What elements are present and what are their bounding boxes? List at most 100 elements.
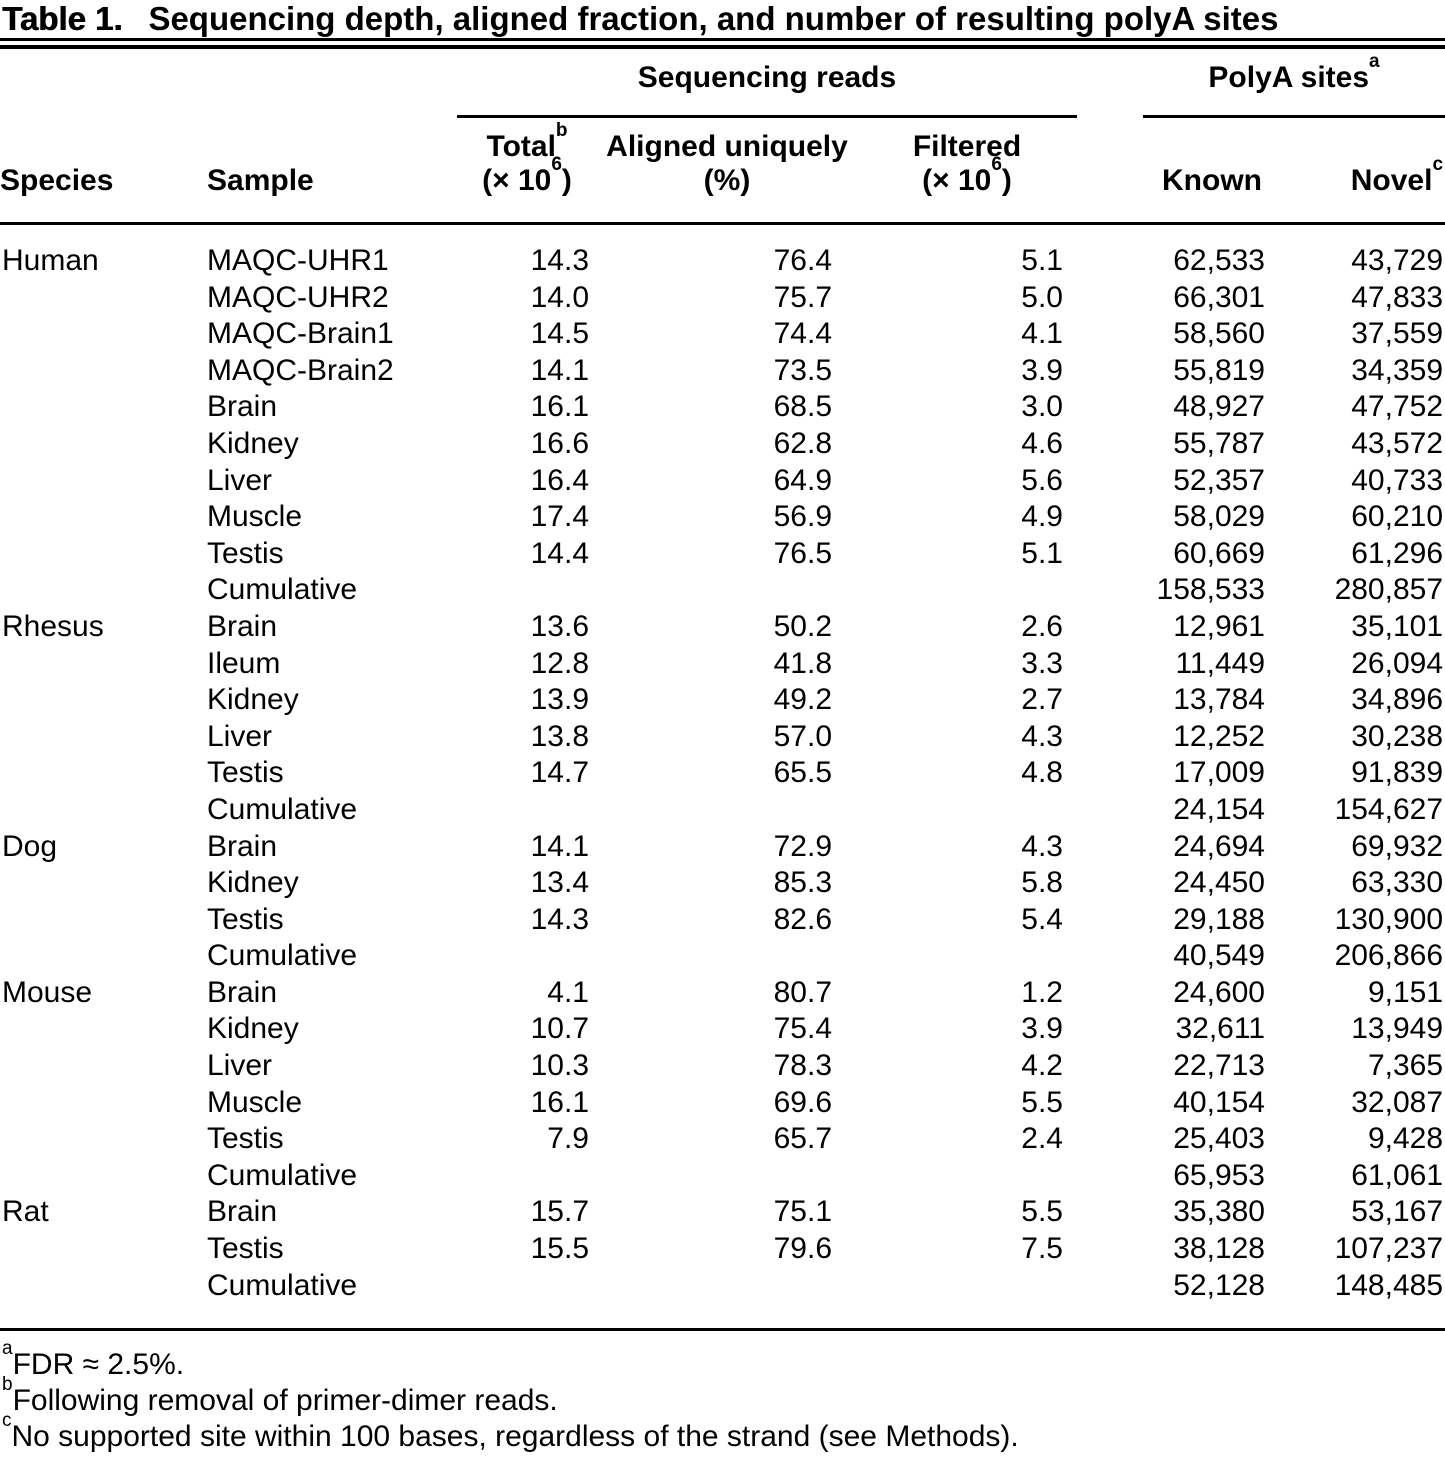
- table-row: Kidney 16.6 62.8 4.6 55,787 43,572: [0, 426, 1445, 463]
- known-cell: 25,403: [1173, 1122, 1265, 1156]
- total-cell: 17.4: [530, 500, 589, 534]
- total-cell: [457, 572, 597, 609]
- filtered-cell: [857, 1158, 1077, 1195]
- novel-cell: 60,210: [1351, 500, 1444, 534]
- column-header-total: Totalb (× 106): [457, 118, 597, 225]
- species-cell: [0, 1158, 207, 1195]
- sample-cell: Muscle: [207, 1085, 303, 1119]
- aligned-cell: 75.4: [773, 1012, 832, 1046]
- sample-cell: Testis: [207, 1232, 284, 1266]
- filtered-cell: 4.6: [1021, 426, 1063, 460]
- total-cell: 16.1: [530, 390, 589, 424]
- table-row: Kidney 13.9 49.2 2.7 13,784 34,896: [0, 682, 1445, 719]
- filtered-cell: 5.1: [1021, 536, 1063, 570]
- aligned-cell: 65.7: [773, 1122, 832, 1156]
- novel-cell: 63,330: [1351, 866, 1444, 900]
- sample-cell: Brain: [207, 975, 278, 1009]
- total-cell: 7.9: [547, 1122, 589, 1156]
- table-row: Rhesus Brain 13.6 50.2 2.6 12,961 35,101: [0, 609, 1445, 646]
- known-cell: 66,301: [1173, 280, 1265, 314]
- known-cell: 38,128: [1173, 1232, 1265, 1266]
- table-row: Muscle 16.1 69.6 5.5 40,154 32,087: [0, 1085, 1445, 1122]
- filtered-cell: 5.6: [1021, 463, 1063, 497]
- filtered-cell: 3.9: [1021, 353, 1063, 387]
- filtered-cell: 4.2: [1021, 1049, 1063, 1083]
- table-row: Testis 15.5 79.6 7.5 38,128 107,237: [0, 1231, 1445, 1268]
- sample-cell: Testis: [207, 1122, 284, 1156]
- known-cell: 58,560: [1173, 317, 1265, 351]
- table-row: Liver 13.8 57.0 4.3 12,252 30,238: [0, 719, 1445, 756]
- table-row: Testis 14.3 82.6 5.4 29,188 130,900: [0, 902, 1445, 939]
- table-row: Human MAQC-UHR1 14.3 76.4 5.1 62,533 43,729: [0, 224, 1445, 280]
- data-table: Sequencing reads PolyA sitesa Species Sa…: [0, 49, 1445, 1304]
- known-cell: 24,694: [1173, 829, 1265, 863]
- table-row: Kidney 13.4 85.3 5.8 24,450 63,330: [0, 865, 1445, 902]
- table-row: Cumulative 65,953 61,061: [0, 1158, 1445, 1195]
- species-cell: [0, 1268, 207, 1305]
- species-cell: Rat: [2, 1195, 49, 1229]
- filtered-cell: 3.3: [1021, 646, 1063, 680]
- known-cell: 52,357: [1173, 463, 1265, 497]
- known-cell: 22,713: [1173, 1049, 1265, 1083]
- known-cell: 12,961: [1173, 609, 1265, 643]
- table-row: Testis 14.4 76.5 5.1 60,669 61,296: [0, 536, 1445, 573]
- known-cell: 13,784: [1173, 683, 1265, 717]
- filtered-cell: [857, 1268, 1077, 1305]
- sample-cell: Testis: [207, 536, 284, 570]
- sample-cell: Cumulative: [207, 792, 358, 826]
- total-cell: 16.6: [530, 426, 589, 460]
- species-cell: [0, 1231, 207, 1268]
- footnote-a-marker: a: [2, 1337, 13, 1359]
- sample-cell: Cumulative: [207, 573, 358, 607]
- footnote-c-marker: c: [2, 1409, 12, 1431]
- total-cell: 14.3: [530, 244, 589, 277]
- table-row: Brain 16.1 68.5 3.0 48,927 47,752: [0, 389, 1445, 426]
- species-cell: [0, 1048, 207, 1085]
- total-cell: 10.3: [530, 1049, 589, 1083]
- sample-cell: MAQC-UHR2: [207, 280, 389, 314]
- column-header-novel: Novelc: [1272, 118, 1445, 225]
- table-row: Cumulative 52,128 148,485: [0, 1268, 1445, 1305]
- total-cell: 14.7: [530, 756, 589, 790]
- aligned-cell: 49.2: [773, 683, 832, 717]
- sample-cell: MAQC-UHR1: [207, 244, 389, 277]
- filtered-cell: 5.4: [1021, 902, 1063, 936]
- footnote-b-marker: b: [2, 1373, 13, 1395]
- column-header-aligned-uniquely: Aligned uniquely (%): [597, 118, 857, 225]
- species-cell: Rhesus: [2, 609, 104, 643]
- table-row: Dog Brain 14.1 72.9 4.3 24,694 69,932: [0, 829, 1445, 866]
- species-cell: [0, 646, 207, 683]
- sample-cell: Kidney: [207, 1012, 299, 1046]
- table-row: Mouse Brain 4.1 80.7 1.2 24,600 9,151: [0, 975, 1445, 1012]
- aligned-cell: 57.0: [773, 719, 832, 753]
- sample-cell: Cumulative: [207, 1158, 358, 1192]
- total-cell: 15.7: [530, 1195, 589, 1229]
- group-header-sequencing-reads: Sequencing reads: [457, 49, 1077, 118]
- species-cell: [0, 280, 207, 317]
- novel-cell: 34,896: [1351, 683, 1444, 717]
- sample-cell: Brain: [207, 390, 278, 424]
- sample-cell: Brain: [207, 829, 278, 863]
- filtered-cell: 5.0: [1021, 280, 1063, 314]
- known-cell: 55,787: [1173, 426, 1265, 460]
- table-row: Liver 16.4 64.9 5.6 52,357 40,733: [0, 463, 1445, 500]
- total-cell: [457, 792, 597, 829]
- aligned-cell: [597, 1158, 857, 1195]
- sample-cell: Kidney: [207, 426, 299, 460]
- species-cell: [0, 1011, 207, 1048]
- table-row: Kidney 10.7 75.4 3.9 32,611 13,949: [0, 1011, 1445, 1048]
- species-cell: [0, 499, 207, 536]
- total-cell: 14.1: [530, 353, 589, 387]
- sample-cell: Cumulative: [207, 939, 358, 973]
- species-cell: [0, 938, 207, 975]
- aligned-cell: 41.8: [773, 646, 832, 680]
- filtered-cell: [857, 792, 1077, 829]
- filtered-cell: 1.2: [1021, 975, 1063, 1009]
- polya-sites-label: PolyA sites: [1208, 61, 1370, 94]
- known-cell: 62,533: [1173, 244, 1265, 277]
- known-cell: 65,953: [1173, 1158, 1265, 1192]
- table-row: MAQC-Brain1 14.5 74.4 4.1 58,560 37,559: [0, 316, 1445, 353]
- known-cell: 40,549: [1173, 939, 1265, 973]
- sample-cell: Testis: [207, 902, 284, 936]
- total-footnote-marker: b: [555, 119, 568, 141]
